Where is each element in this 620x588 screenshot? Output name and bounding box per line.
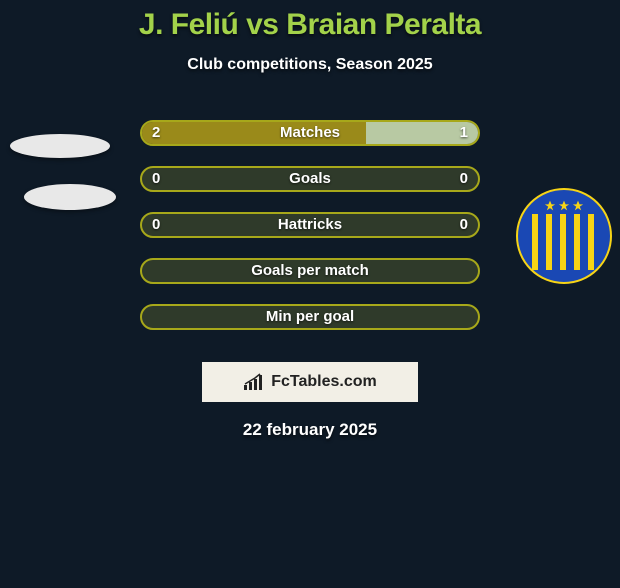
stat-label: Goals <box>140 166 480 192</box>
subtitle: Club competitions, Season 2025 <box>0 56 620 74</box>
stat-row: Min per goal <box>0 304 620 350</box>
stat-label: Goals per match <box>140 258 480 284</box>
avatar-placeholder <box>10 134 110 158</box>
stat-value-right: 1 <box>460 120 468 146</box>
stat-value-left: 0 <box>152 212 160 238</box>
stat-label: Hattricks <box>140 212 480 238</box>
brand-badge: FcTables.com <box>202 362 418 402</box>
stat-label: Min per goal <box>140 304 480 330</box>
avatar-placeholder <box>24 184 116 210</box>
stat-label: Matches <box>140 120 480 146</box>
brand-text: FcTables.com <box>271 373 377 391</box>
club-logo-right <box>516 188 612 284</box>
date-text: 22 february 2025 <box>0 420 620 440</box>
stat-value-left: 0 <box>152 166 160 192</box>
stat-value-right: 0 <box>460 212 468 238</box>
stat-value-right: 0 <box>460 166 468 192</box>
bars-icon <box>243 373 265 391</box>
stat-value-left: 2 <box>152 120 160 146</box>
page-title: J. Feliú vs Braian Peralta <box>0 8 620 42</box>
